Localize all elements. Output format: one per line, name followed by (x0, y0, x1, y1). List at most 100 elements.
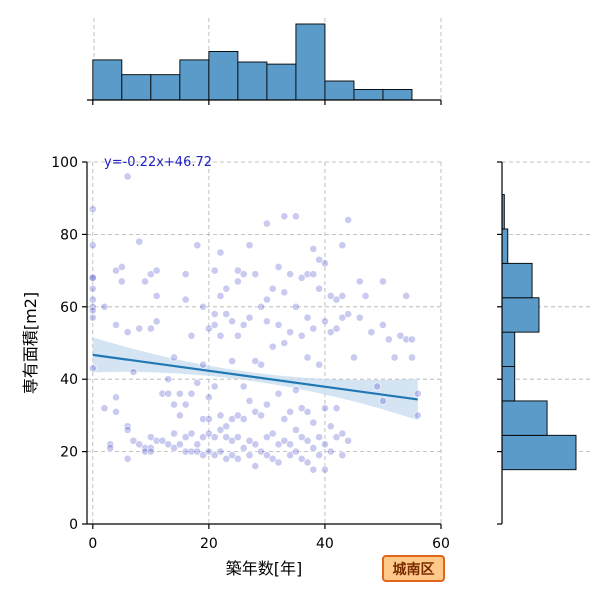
scatter-point (88, 295, 97, 304)
scatter-point (286, 270, 295, 279)
scatter-point (216, 292, 225, 300)
scatter-point (390, 353, 399, 362)
top-hist-bar (92, 59, 123, 101)
top-hist-bar (353, 88, 384, 101)
scatter-point (210, 310, 219, 318)
scatter-point (199, 451, 207, 460)
scatter-point (332, 324, 341, 333)
scatter-point (135, 237, 144, 246)
scatter-point (413, 411, 422, 420)
scatter-point (309, 444, 318, 452)
scatter-point (257, 302, 265, 311)
scatter-point (181, 270, 190, 279)
scatter-point (239, 415, 248, 423)
scatter-point (297, 404, 306, 413)
scatter-point (158, 389, 167, 398)
scatter-point (123, 454, 132, 463)
scatter-point (204, 429, 213, 438)
scatter-point (379, 277, 387, 286)
scatter-point (210, 382, 219, 391)
scatter-point (164, 389, 173, 398)
scatter-point (315, 360, 324, 369)
scatter-point (175, 411, 184, 420)
scatter-point (315, 451, 324, 460)
scatter-point (135, 440, 144, 449)
top-hist-bar (382, 88, 413, 101)
scatter-point (309, 324, 318, 333)
scatter-point (303, 407, 312, 416)
scatter-point (199, 433, 207, 442)
scatter-point (135, 324, 144, 333)
main-axes: 0 20 40 60 0 20 40 60 80 100 (51, 155, 450, 552)
scatter-point (239, 382, 248, 391)
scatter-point (222, 433, 231, 442)
scatter-point (263, 317, 271, 326)
scatter-point (355, 277, 364, 286)
scatter-point (123, 328, 132, 337)
scatter-point (274, 440, 283, 449)
scatter-point (268, 342, 277, 351)
y-tick-label: 40 (60, 372, 78, 388)
scatter-point (88, 313, 97, 322)
scatter-point (268, 429, 277, 438)
scatter-point (233, 331, 242, 340)
scatter-point (88, 241, 97, 250)
scatter-point (321, 440, 329, 449)
scatter-point (251, 357, 260, 365)
scatter-point (251, 462, 260, 470)
scatter-point (204, 324, 213, 333)
scatter-point (251, 270, 260, 279)
scatter-point (361, 292, 370, 300)
scatter-point (199, 360, 207, 369)
scatter-point (263, 219, 271, 228)
y-tick-label: 100 (51, 155, 78, 171)
y-tick-label: 80 (60, 227, 78, 243)
right-hist-bar (501, 297, 540, 333)
scatter-point (170, 353, 178, 362)
scatter-point (210, 451, 219, 460)
top-hist-bar (237, 61, 268, 101)
scatter-point (292, 425, 300, 434)
scatter-point (321, 465, 329, 474)
scatter-point (338, 313, 347, 322)
scatter-point (88, 273, 97, 282)
scatter-point (112, 407, 120, 416)
x-tick-label: 20 (200, 536, 218, 552)
district-badge-box (382, 555, 445, 582)
right-hist-bar (501, 434, 577, 471)
scatter-point (303, 436, 312, 445)
top-hist-bar (208, 50, 239, 101)
scatter-point (373, 382, 382, 391)
scatter-point (326, 328, 335, 337)
scatter-point (88, 284, 97, 293)
top-hist-bar (179, 59, 210, 101)
scatter-point (233, 277, 242, 286)
scatter-point (216, 411, 225, 420)
scatter-point (286, 328, 295, 337)
scatter-point (309, 244, 318, 253)
scatter-point (129, 436, 138, 445)
scatter-point (274, 458, 283, 467)
scatter-point (408, 335, 416, 344)
scatter-point (268, 284, 277, 293)
regression-ci-band (92, 337, 418, 421)
scatter-point (222, 310, 231, 318)
scatter-point (193, 447, 202, 456)
scatter-point (233, 266, 242, 275)
scatter-point (396, 331, 405, 340)
x-tick-label: 40 (316, 536, 334, 552)
scatter-point (263, 295, 271, 304)
scatter-point (338, 241, 347, 250)
scatter-point (303, 313, 312, 322)
regression-line (92, 353, 418, 401)
scatter-point (164, 375, 173, 384)
scatter-point (326, 292, 335, 300)
scatter-point (245, 451, 254, 460)
x-axis-label: 築年数[年] (226, 559, 303, 578)
scatter-point (321, 404, 329, 413)
scatter-point (146, 324, 155, 333)
scatter-point (251, 440, 260, 449)
scatter-point (117, 263, 126, 271)
